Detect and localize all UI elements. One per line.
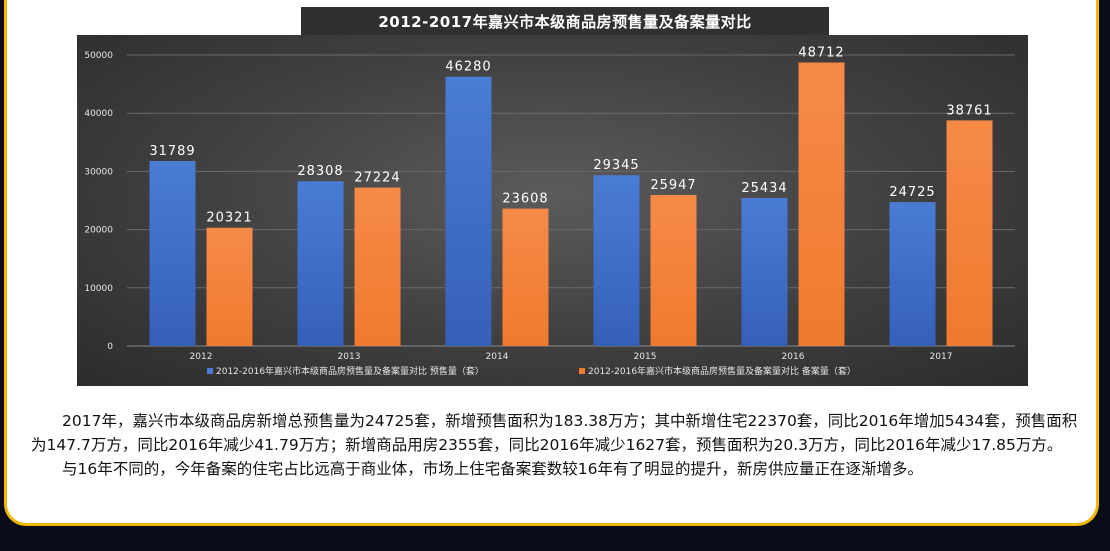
bar-filing [798,62,845,347]
data-label: 28308 [297,164,343,179]
chart-title: 2012-2017年嘉兴市本级商品房预售量及备案量对比 [301,7,829,35]
x-tick-label: 2017 [930,352,953,362]
bar-presale [889,202,936,346]
data-label: 27224 [354,171,400,186]
x-tick-label: 2015 [634,352,657,362]
x-tick-label: 2014 [486,352,509,362]
legend-label: 2012-2016年嘉兴市本级商品房预售量及备案量对比 预售量（套） [216,365,484,377]
data-label: 29345 [593,158,639,173]
bar-presale [593,175,640,346]
data-label: 25434 [741,181,787,196]
x-tick-label: 2012 [190,352,213,362]
bar-presale [445,76,492,347]
data-label: 38761 [946,103,992,118]
bar-filing [502,208,549,346]
data-label: 23608 [502,192,548,207]
y-tick-label: 40000 [84,109,113,119]
bar-presale [297,181,344,346]
legend-label: 2012-2016年嘉兴市本级商品房预售量及备案量对比 备案量（套） [588,365,856,377]
bar-presale [741,197,788,346]
bar-filing [946,120,993,346]
data-label: 48712 [798,45,844,60]
x-tick-label: 2016 [782,352,805,362]
bar-chart: 0 10000 20000 30000 40000 50000 31789 20321 2012… [77,35,1028,386]
chart-svg: 0 10000 20000 30000 40000 50000 31789 20321 2012… [84,45,1015,377]
y-tick-label: 10000 [84,284,113,294]
data-label: 24725 [889,185,935,200]
y-tick-label: 50000 [84,51,113,61]
y-tick-label: 30000 [84,167,113,177]
data-label: 46280 [445,60,491,75]
y-tick-label: 20000 [84,226,113,236]
paragraph-1: 2017年，嘉兴市本级商品房新增总预售量为24725套，新增预售面积为183.3… [31,412,1078,454]
data-label: 25947 [650,178,696,193]
x-tick-label: 2013 [338,352,361,362]
bar-presale [149,160,196,346]
article-body: 2017年，嘉兴市本级商品房新增总预售量为24725套，新增预售面积为183.3… [31,409,1087,481]
legend-swatch-filing [579,368,585,374]
data-label: 31789 [149,144,195,159]
bar-filing [354,187,401,346]
bar-filing [650,194,697,346]
y-tick-label: 0 [107,342,113,352]
content-frame: 2012-2017年嘉兴市本级商品房预售量及备案量对比 0 10000 20000 3… [4,0,1099,526]
paragraph-2: 与16年不同的，今年备案的住宅占比远高于商业体，市场上住宅备案套数较16年有了明… [62,460,923,478]
data-label: 20321 [206,211,252,226]
legend-swatch-presale [207,368,213,374]
bar-filing [206,227,253,346]
